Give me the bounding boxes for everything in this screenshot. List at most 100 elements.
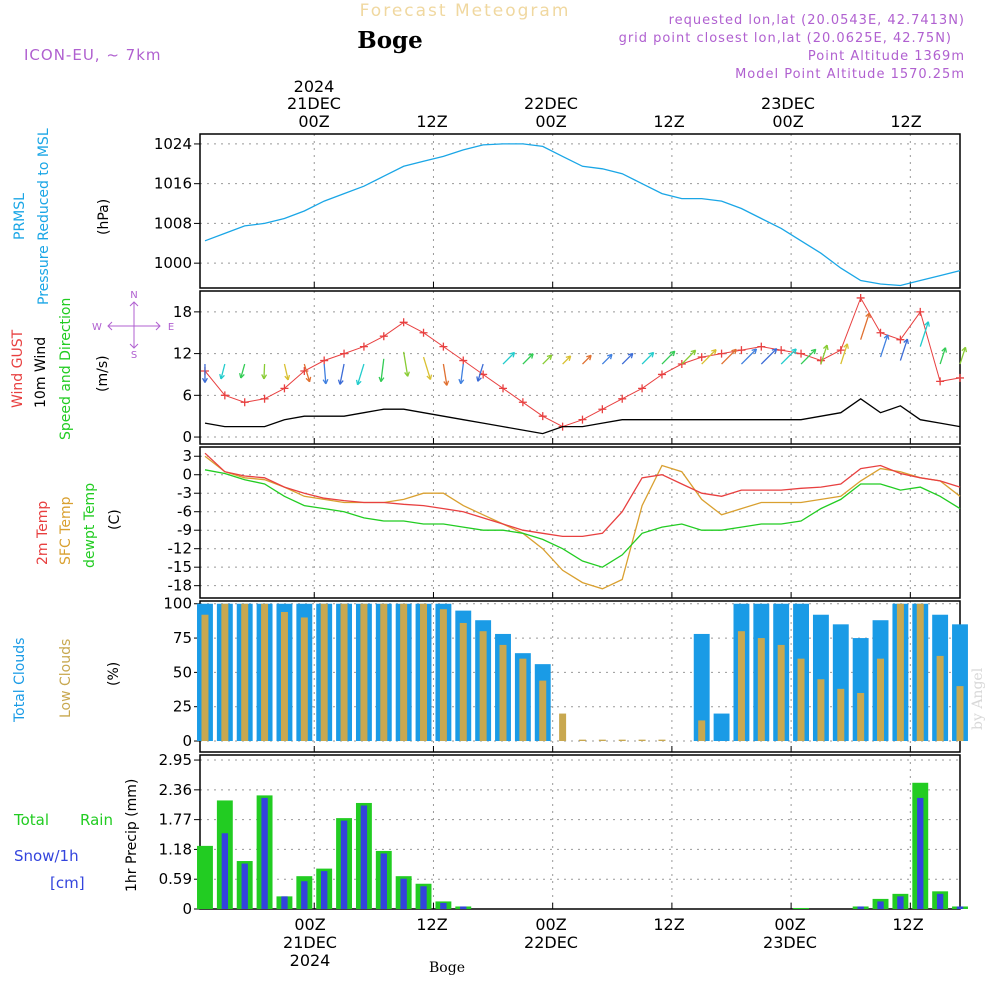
wind-arrow xyxy=(542,354,553,365)
top-time-axis: 2024 21DEC 00Z 12Z 22DEC 00Z 12Z 23DEC 0… xyxy=(287,77,922,131)
y-tick-label: 1016 xyxy=(154,175,192,193)
low-cloud-bar xyxy=(340,603,348,742)
panel-frame xyxy=(199,446,961,599)
y-tick-label: 2.95 xyxy=(159,751,192,769)
wind-arrow-head xyxy=(669,350,676,357)
low-cloud-bar xyxy=(499,644,507,742)
low-cloud-bar xyxy=(459,622,467,742)
dewpt-line xyxy=(204,469,961,568)
gust-marker xyxy=(280,384,289,393)
top-time-label: 12Z xyxy=(653,112,684,131)
low-cloud-bar xyxy=(618,739,626,742)
y-tick-label: -12 xyxy=(168,540,193,558)
wind-arrow-head xyxy=(546,354,553,361)
wind-arrow xyxy=(460,363,464,384)
gust-marker xyxy=(876,328,885,337)
low-cloud-bar xyxy=(598,739,606,742)
bottom-time-label: 12Z xyxy=(892,915,923,934)
y-tick-label: 100 xyxy=(163,595,192,613)
wind-unit: (m/s) xyxy=(95,355,111,392)
bottom-time-label: 12Z xyxy=(653,915,684,934)
pressure-line xyxy=(204,143,961,287)
wind-arrow-head xyxy=(443,380,450,386)
low-cloud-bar xyxy=(539,680,547,742)
wind-arrow xyxy=(820,344,828,365)
wind-arrow xyxy=(959,347,967,365)
wind-arrow xyxy=(263,363,266,379)
gust-marker xyxy=(757,342,766,351)
wind-arrow-head xyxy=(476,376,482,382)
wind-arrow xyxy=(621,352,634,365)
low-cloud-bar xyxy=(916,603,924,742)
wind-arrow xyxy=(422,356,432,380)
snow-bar xyxy=(340,820,348,909)
wind-arrow xyxy=(740,348,757,365)
y-tick-label: 75 xyxy=(173,629,192,647)
y-tick-label: 0.59 xyxy=(159,870,192,888)
snow-bar xyxy=(261,797,268,909)
pressure-label-prmsl: PRMSL xyxy=(12,193,28,240)
temp-labels: 2m Temp SFC Temp dewpt Temp (C) xyxy=(35,483,123,568)
wind-arrow xyxy=(641,352,655,365)
bottom-time-label: 12Z xyxy=(416,915,447,934)
wind-arrow-head xyxy=(284,374,291,381)
snow-bar xyxy=(857,906,864,909)
y-tick-label: 1000 xyxy=(154,254,192,272)
bottom-time-label: 00Z xyxy=(774,915,805,934)
low-cloud-bar xyxy=(241,603,249,742)
wind-arrow-head xyxy=(378,376,385,383)
point-altitude: Point Altitude 1369m xyxy=(808,49,965,64)
wind-arrow-head xyxy=(941,347,948,353)
low-cloud-bar xyxy=(638,739,646,742)
panel-frame xyxy=(199,290,961,445)
wind-arrow-head xyxy=(924,321,930,327)
precip-rain-label: Rain xyxy=(80,811,113,829)
low-cloud-bar xyxy=(479,631,487,742)
top-time-label: 12Z xyxy=(890,112,921,131)
sfc-temp-line xyxy=(204,455,961,590)
precip-total-label: Total xyxy=(13,811,49,829)
low-cloud-bar xyxy=(777,644,785,742)
wind-gust-label: Wind GUST xyxy=(10,329,26,408)
snow-bar xyxy=(281,896,288,909)
wind-arrow xyxy=(721,348,737,365)
pressure-unit: (hPa) xyxy=(96,199,112,235)
wind-arrow xyxy=(879,334,889,358)
top-date-label: 23DEC xyxy=(761,94,815,113)
y-tick-label: 50 xyxy=(173,663,192,681)
gust-marker xyxy=(220,391,229,400)
y-tick-label: 6 xyxy=(182,386,192,404)
wind-arrow-head xyxy=(528,353,534,359)
y-tick-label: 0 xyxy=(182,428,192,446)
wind-arrow xyxy=(601,353,613,365)
precip-labels: Total Rain Snow/1h [cm] 1hr Precip (mm) xyxy=(13,779,140,892)
precip-cm-label: [cm] xyxy=(50,874,85,892)
gust-marker xyxy=(717,349,726,358)
wind-arrow xyxy=(323,363,327,384)
model-label: ICON-EU, ~ 7km xyxy=(24,46,162,64)
gust-marker xyxy=(638,384,647,393)
y-tick-label: -3 xyxy=(177,484,192,502)
total-cloud-bar xyxy=(852,638,869,742)
wind-arrow-head xyxy=(791,348,797,354)
gust-marker xyxy=(518,398,527,407)
wind-arrow-head xyxy=(843,343,849,349)
wind-arrow xyxy=(522,353,534,365)
wind-arrow-head xyxy=(690,349,697,356)
rain-bar xyxy=(793,907,809,909)
low-cloud-bar xyxy=(797,658,805,742)
low-cloud-bar xyxy=(857,692,865,742)
wind-arrow-head xyxy=(239,372,245,379)
temp-2m-line xyxy=(204,452,961,538)
snow-bar xyxy=(897,896,904,909)
y-tick-label: 0 xyxy=(182,466,192,484)
top-date-label: 22DEC xyxy=(524,94,578,113)
gust-marker xyxy=(737,346,746,355)
bottom-date-label: 23DEC xyxy=(763,933,817,952)
precip-snow-label: Snow/1h xyxy=(14,847,79,865)
gust-marker xyxy=(697,353,706,362)
wind-arrow-head xyxy=(606,353,613,360)
gust-marker xyxy=(598,405,607,414)
low-cloud-bar xyxy=(201,614,209,742)
app-title: Forecast Meteogram xyxy=(360,1,571,21)
